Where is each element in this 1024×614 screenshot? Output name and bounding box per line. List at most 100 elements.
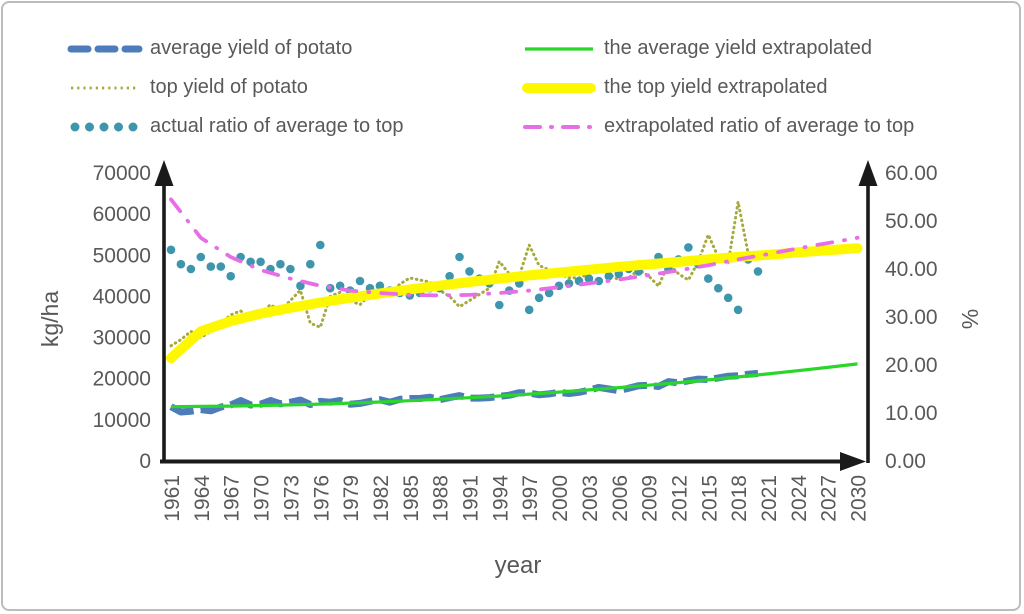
axis-tick-labels: 0 10000 20000 30000 40000 50000 60000 70000 0.00… [93,162,938,522]
series-actual-ratio-of-average-to-top-point [176,259,186,269]
series-actual-ratio-of-average-to-top-point [375,281,385,291]
left-y-axis-arrow-icon [154,160,174,186]
legend-label: top yield of potato [150,76,308,98]
x-tick-label: 1961 [161,475,184,522]
series-actual-ratio-of-average-to-top-point [166,245,176,255]
right-axis-title: % [957,309,983,329]
x-tick-label: 1985 [400,475,423,522]
series-actual-ratio-of-average-to-top-point [276,259,285,269]
x-tick-label: 2021 [758,475,781,522]
series-actual-ratio-of-average-to-top-point [306,259,315,269]
x-tick-label: 2018 [728,475,751,522]
x-tick-label: 2027 [818,475,841,522]
x-tick-label: 1976 [310,475,333,522]
left-y-tick-label: 50000 [93,244,151,267]
series-actual-ratio-of-average-to-top-point [455,252,464,262]
series-the-top-yield-extrapolated [166,243,863,364]
x-tick-label: 2000 [549,475,572,522]
series-top-yield-of-potato [169,200,760,348]
right-y-tick-label: 30.00 [885,306,938,329]
left-y-tick-label: 60000 [93,203,151,226]
x-tick-label: 2015 [698,475,721,522]
x-tick-label: 1994 [489,475,512,522]
x-axis-title: year [495,552,542,579]
right-y-axis-arrow-icon [858,160,878,186]
dash-dot-line-icon [523,124,595,129]
right-y-tick-label: 50.00 [885,210,938,233]
thick-solid-line-icon [522,82,596,93]
legend-label: average yield of potato [150,37,353,59]
legend-label: the top yield extrapolated [604,76,828,98]
x-tick-label: 1982 [370,475,393,522]
series-actual-ratio-of-average-to-top-point [445,271,454,281]
series-actual-ratio-of-average-to-top-point [355,276,365,286]
legend-left-column: average yield of potato top yield of pot… [67,29,404,146]
series-actual-ratio-of-average-to-top-point [544,288,554,298]
legend-label: the average yield extrapolated [604,37,872,59]
left-axis-title: kg/ha [37,291,63,347]
left-y-tick-label: 20000 [93,368,151,391]
series-actual-ratio-of-average-to-top-point [316,240,325,250]
series-actual-ratio-of-average-to-top-point [206,262,216,271]
data-series [166,197,863,416]
series-actual-ratio-of-average-to-top-point [186,264,196,274]
series-actual-ratio-of-average-to-top-point [704,274,713,283]
series-actual-ratio-of-average-to-top-point [226,271,235,281]
series-actual-ratio-of-average-to-top-point [723,293,733,303]
left-y-tick-label: 30000 [93,327,151,350]
x-tick-label: 1988 [430,475,453,522]
series-actual-ratio-of-average-to-top-point [296,281,305,291]
legend-label: extrapolated ratio of average to top [604,115,915,137]
legend-item-average-yield: average yield of potato [67,29,404,68]
x-tick-label: 2009 [639,475,662,522]
legend-item-average-extrapolated: the average yield extrapolated [521,29,914,68]
series-actual-ratio-of-average-to-top-point [246,257,255,267]
series-actual-ratio-of-average-to-top-point [604,271,614,281]
x-tick-label: 2003 [579,475,602,522]
x-tick-label: 2012 [668,475,691,522]
right-y-tick-label: 10.00 [885,402,938,425]
series-actual-ratio-of-average-to-top-point [684,243,693,252]
x-tick-label: 1973 [280,475,303,522]
series-actual-ratio-of-average-to-top-point [495,300,504,310]
right-y-tick-label: 20.00 [885,354,938,377]
dotted-line-icon [71,86,139,89]
right-y-tick-label: 0.00 [885,450,926,473]
series-extrapolated-ratio-of-average-to-top [169,197,860,298]
right-y-tick-label: 60.00 [885,162,938,185]
left-y-tick-label: 70000 [93,162,151,185]
chart-canvas: 0 10000 20000 30000 40000 50000 60000 70000 0.00… [37,160,983,579]
left-y-tick-label: 0 [139,450,151,473]
x-tick-label: 1967 [221,475,244,522]
series-actual-ratio-of-average-to-top-point [733,305,743,315]
legend-item-actual-ratio: actual ratio of average to top [67,107,404,146]
round-dots-icon [70,122,140,131]
x-tick-label: 1970 [251,475,274,522]
legend-label: actual ratio of average to top [150,115,404,137]
solid-line-icon [525,46,593,51]
series-the-average-yield-extrapolated [170,362,858,409]
series-actual-ratio-of-average-to-top-point [753,267,763,276]
series-actual-ratio-of-average-to-top-point [256,257,265,267]
left-y-tick-label: 10000 [93,409,151,432]
series-actual-ratio-of-average-to-top-point [465,267,474,276]
x-tick-label: 1979 [340,475,363,522]
x-tick-label: 1964 [191,475,214,522]
series-actual-ratio-of-average-to-top-point [286,264,295,274]
x-tick-label: 2024 [788,475,811,522]
x-axis-arrow-icon [840,452,866,471]
series-actual-ratio-of-average-to-top-point [216,262,226,271]
legend-right-column: the average yield extrapolated the top y… [521,29,914,146]
legend-item-extrapolated-ratio: extrapolated ratio of average to top [521,107,914,146]
x-tick-label: 2030 [848,475,871,522]
thick-dashed-line-icon [67,45,143,52]
right-y-tick-label: 40.00 [885,258,938,281]
x-tick-label: 1991 [460,475,483,522]
series-actual-ratio-of-average-to-top-point [584,274,594,283]
series-actual-ratio-of-average-to-top-point [534,293,544,303]
legend-item-top-yield: top yield of potato [67,68,404,107]
x-tick-label: 2006 [609,475,632,522]
series-actual-ratio-of-average-to-top-point [524,305,534,315]
x-tick-label: 1997 [519,475,542,522]
